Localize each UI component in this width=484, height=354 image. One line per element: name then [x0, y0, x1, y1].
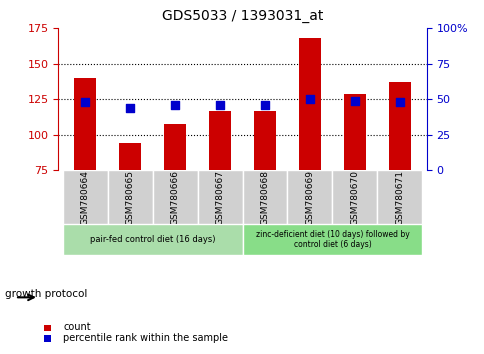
Text: percentile rank within the sample: percentile rank within the sample [63, 333, 227, 343]
Text: GSM780671: GSM780671 [394, 170, 404, 225]
Point [126, 105, 134, 111]
FancyBboxPatch shape [377, 171, 422, 224]
Point [260, 102, 268, 108]
Text: growth protocol: growth protocol [5, 289, 87, 299]
Text: GSM780670: GSM780670 [349, 170, 359, 225]
FancyBboxPatch shape [107, 171, 152, 224]
Title: GDS5033 / 1393031_at: GDS5033 / 1393031_at [162, 9, 322, 23]
FancyBboxPatch shape [287, 171, 332, 224]
Bar [208, 111, 231, 171]
Text: GSM780669: GSM780669 [305, 170, 314, 225]
Text: count: count [63, 322, 91, 332]
Bar [253, 111, 276, 171]
Point [395, 99, 403, 105]
Text: pair-fed control diet (16 days): pair-fed control diet (16 days) [90, 235, 215, 244]
Text: zinc-deficient diet (10 days) followed by
control diet (6 days): zinc-deficient diet (10 days) followed b… [255, 230, 408, 249]
Point [350, 98, 358, 104]
Text: GSM780665: GSM780665 [125, 170, 135, 225]
Text: GSM780664: GSM780664 [80, 170, 90, 224]
Point [171, 102, 179, 108]
FancyBboxPatch shape [242, 224, 422, 255]
Bar [119, 143, 141, 171]
Point [81, 99, 89, 105]
FancyBboxPatch shape [332, 171, 377, 224]
FancyBboxPatch shape [62, 224, 242, 255]
Bar [298, 38, 320, 171]
FancyBboxPatch shape [152, 171, 197, 224]
Point [216, 102, 224, 108]
Text: GSM780668: GSM780668 [260, 170, 269, 225]
Bar [164, 124, 186, 171]
Point [305, 97, 313, 102]
Bar [388, 82, 410, 171]
Text: GSM780667: GSM780667 [215, 170, 224, 225]
FancyBboxPatch shape [62, 171, 107, 224]
Bar [74, 78, 96, 171]
FancyBboxPatch shape [242, 171, 287, 224]
Bar [343, 94, 365, 171]
FancyBboxPatch shape [197, 171, 242, 224]
Text: GSM780666: GSM780666 [170, 170, 179, 225]
